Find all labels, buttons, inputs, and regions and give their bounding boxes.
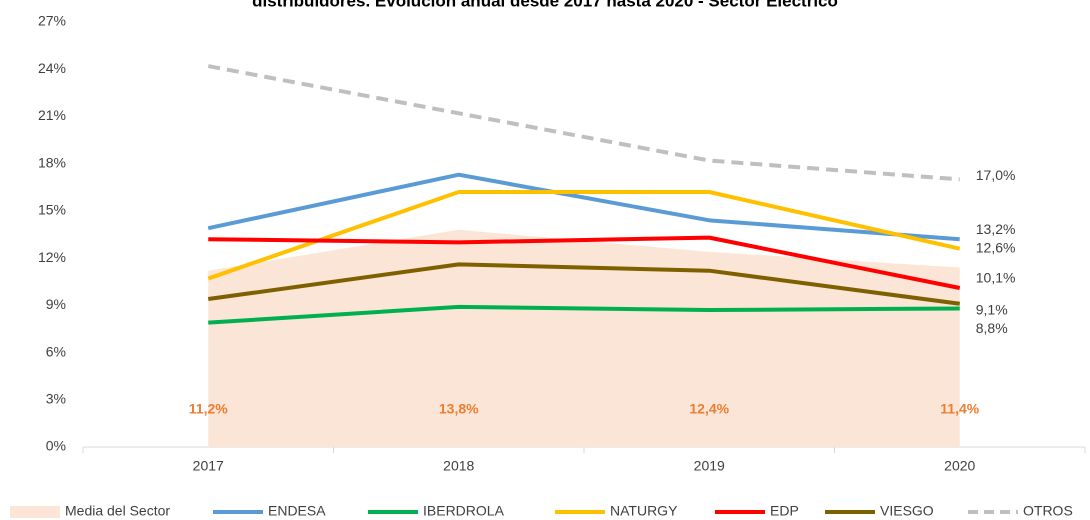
value-label: 12,4%	[689, 401, 729, 417]
value-label: 12,6%	[976, 239, 1016, 255]
legend-label: EDP	[770, 503, 799, 519]
legend-label: NATURGY	[610, 503, 678, 519]
line	[207, 64, 960, 182]
legend-label: ENDESA	[268, 503, 326, 519]
value-label: 17,0%	[976, 167, 1016, 183]
y-tick-label: 21%	[38, 107, 66, 123]
y-tick-label: 6%	[46, 343, 66, 359]
y-tick-label: 12%	[38, 249, 66, 265]
y-tick-label: 0%	[46, 438, 66, 454]
legend-label: OTROS	[1023, 503, 1073, 519]
line	[207, 190, 961, 281]
y-tick-label: 24%	[38, 60, 66, 76]
legend-swatch	[10, 506, 60, 518]
value-label: 9,1%	[976, 301, 1008, 317]
x-tick-label: 2020	[944, 458, 975, 474]
y-tick-label: 27%	[38, 13, 66, 29]
y-tick-label: 18%	[38, 154, 66, 170]
line	[207, 262, 961, 306]
legend-label: IBERDROLA	[423, 503, 505, 519]
x-tick-label: 2018	[443, 458, 474, 474]
line	[208, 235, 961, 290]
area	[208, 229, 960, 447]
value-label: 10,1%	[976, 270, 1016, 286]
value-label: 11,4%	[940, 401, 979, 417]
y-tick-label: 15%	[38, 202, 66, 218]
value-label: 11,2%	[189, 401, 228, 417]
value-label: 13,2%	[976, 221, 1016, 237]
y-tick-label: 9%	[46, 296, 66, 312]
line	[207, 172, 960, 242]
x-tick-label: 2019	[694, 458, 725, 474]
x-tick-label: 2017	[193, 458, 224, 474]
value-label: 8,8%	[976, 320, 1008, 336]
line	[208, 304, 960, 325]
y-tick-label: 3%	[46, 390, 66, 406]
legend-label: VIESGO	[880, 503, 934, 519]
legend-label: Media del Sector	[65, 503, 170, 519]
chart-title: distribuidores. Evolución anual desde 20…	[252, 0, 838, 10]
value-label: 13,8%	[439, 401, 479, 417]
